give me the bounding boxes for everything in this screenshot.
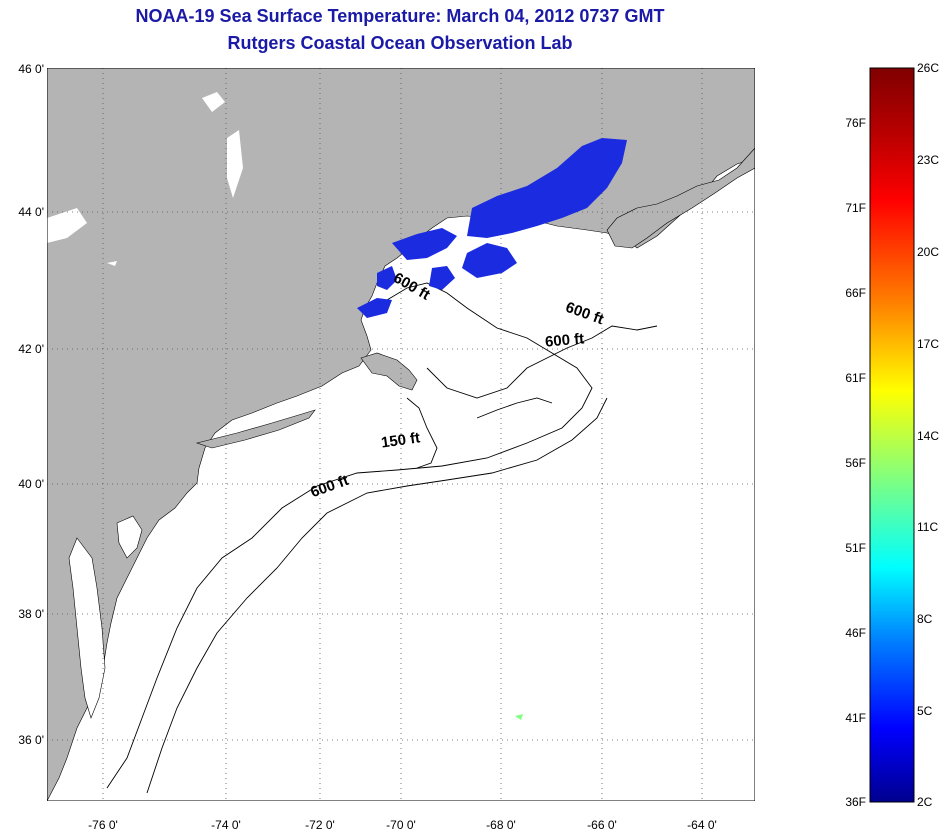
map-title: NOAA-19 Sea Surface Temperature: March 0… [135,6,665,26]
cape-cod [360,352,418,391]
contour-label: 600 ft [544,330,585,351]
inland-lake [227,130,243,198]
colorbar-c-label: 26C [917,61,940,75]
chesapeake-bay [68,537,106,719]
lat-label-44: 44 0' [18,205,44,219]
colorbar-f-label: 41F [845,711,866,725]
sst-map [47,68,755,801]
colorbar-c-label: 2C [917,795,933,809]
graticule [47,68,755,801]
colorbar-c-label: 8C [917,612,933,626]
colorbar-f-label: 51F [845,541,866,555]
colorbar-f-label: 66F [845,286,866,300]
lon-label-66: -66 0' [587,818,617,832]
long-island [195,409,316,449]
map-subtitle: Rutgers Coastal Ocean Observation Lab [227,33,573,53]
colorbar-c-label: 23C [917,153,940,167]
lon-label-68: -68 0' [486,818,516,832]
inland-lake [107,261,117,266]
inland-lake [202,92,225,112]
colorbar-c-label: 5C [917,704,933,718]
colorbar-f-label: 71F [845,201,866,215]
lon-label-70: -70 0' [386,818,416,832]
lon-label-76: -76 0' [88,818,118,832]
lat-label-36: 36 0' [18,733,44,747]
colorbar-c-label: 11C [917,520,939,534]
lat-label-40: 40 0' [18,477,44,491]
sst-cold-water [357,138,627,318]
lat-label-42: 42 0' [18,342,44,356]
lon-label-72: -72 0' [305,818,335,832]
colorbar-c-label: 17C [917,337,940,351]
lat-label-38: 38 0' [18,607,44,621]
lon-label-64: -64 0' [687,818,717,832]
nova-scotia [606,147,755,249]
colorbar-f-label: 46F [845,626,866,640]
delaware-bay [116,515,143,559]
sst-warm-speck [515,714,523,720]
lon-label-74: -74 0' [211,818,241,832]
colorbar-f-label: 36F [845,795,866,809]
colorbar-f-label: 56F [845,456,866,470]
colorbar-c-label: 14C [917,429,940,443]
temperature-colorbar [869,67,915,803]
inland-lake [47,208,87,243]
colorbar-c-label: 20C [917,245,940,259]
lat-label-46: 46 0' [18,62,44,76]
colorbar-f-label: 76F [845,116,866,130]
bathymetry-contours [106,282,658,794]
colorbar-f-label: 61F [845,371,866,385]
